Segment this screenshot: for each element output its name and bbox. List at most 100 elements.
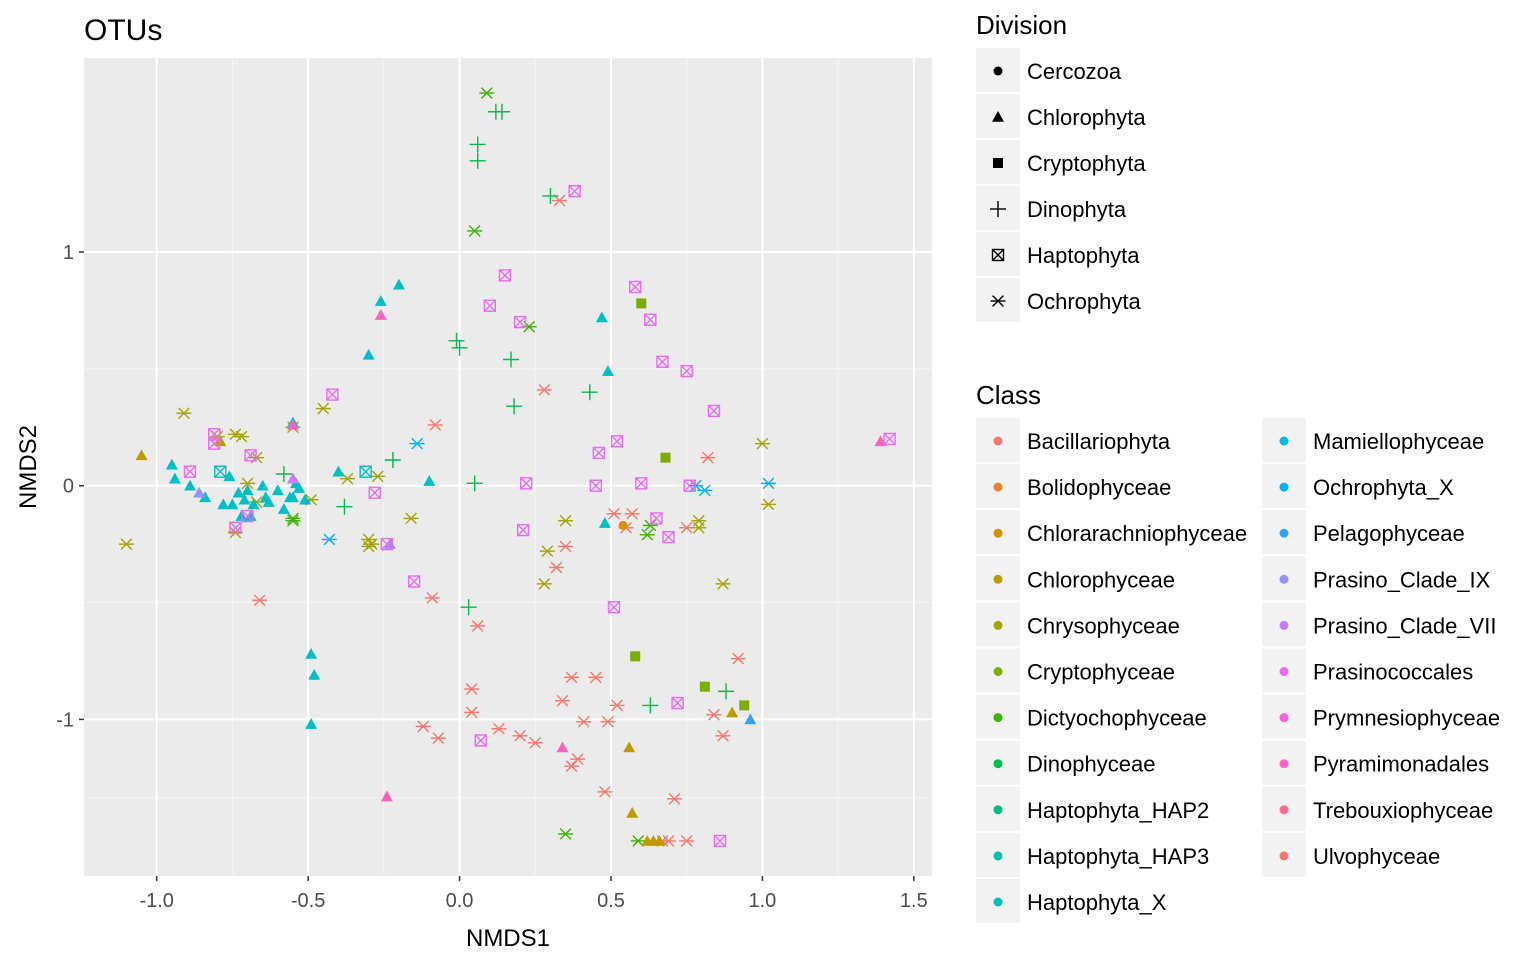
legend-key-dot-icon	[1279, 759, 1289, 769]
data-point	[555, 694, 571, 707]
data-points	[118, 87, 896, 848]
data-point	[227, 428, 243, 441]
legend-key-dot-icon	[993, 851, 1003, 861]
data-point	[556, 741, 569, 753]
data-point	[293, 482, 306, 493]
data-point	[730, 652, 746, 665]
legend-class-label: Bacillariophyta	[1027, 429, 1171, 454]
data-point	[558, 514, 574, 527]
data-point	[739, 700, 750, 711]
data-point	[609, 699, 625, 712]
data-point	[241, 509, 254, 523]
data-point	[662, 530, 675, 544]
data-point	[715, 577, 731, 590]
data-point	[168, 472, 181, 484]
y-axis-label: NMDS2	[15, 425, 42, 509]
data-point	[760, 498, 776, 511]
data-point	[165, 458, 178, 470]
data-point	[513, 315, 527, 329]
legend-class-label: Cryptophyceae	[1027, 660, 1175, 685]
data-point	[506, 398, 523, 415]
data-point	[630, 651, 641, 662]
chart-title: OTUs	[84, 14, 162, 47]
legend-key-dot-icon	[1279, 574, 1289, 584]
data-point	[238, 493, 251, 505]
data-point	[214, 465, 227, 478]
data-point	[359, 465, 372, 478]
legend-class-label: Prymnesiophyceae	[1313, 706, 1500, 731]
data-point	[650, 512, 663, 525]
data-point	[321, 533, 337, 546]
data-point	[448, 332, 465, 349]
data-point	[589, 479, 603, 492]
legend-class: Bacillariophyta Bolidophyceae Chlorarachni…	[976, 418, 1500, 923]
legend-key-dot-icon	[993, 713, 1003, 723]
data-point	[469, 136, 486, 153]
data-point	[700, 451, 716, 464]
legend-division-label: Ochrophyta	[1027, 289, 1141, 314]
data-point	[118, 538, 134, 551]
x-axis-ticks: -1.0 -0.5 0.0 0.5 1.0 1.5	[139, 876, 928, 912]
data-point	[527, 736, 543, 749]
data-point	[339, 472, 355, 485]
legend-division-title: Division	[976, 10, 1067, 40]
data-point	[233, 430, 249, 443]
data-point	[374, 309, 387, 320]
data-point	[610, 435, 624, 448]
data-point	[135, 449, 148, 461]
data-point	[718, 683, 735, 700]
legend-class-label: Ulvophyceae	[1313, 844, 1440, 869]
data-point	[299, 493, 312, 505]
data-point	[208, 437, 221, 450]
data-point	[642, 697, 659, 714]
legend-division-label: Dinophyta	[1027, 197, 1127, 222]
data-point	[699, 681, 710, 692]
legend-key-dot-icon	[993, 574, 1003, 584]
data-point	[362, 348, 375, 360]
data-point	[606, 507, 622, 520]
data-point	[588, 671, 604, 684]
legend-class-label: Trebouxiophyceae	[1313, 798, 1493, 823]
data-point	[466, 475, 483, 492]
data-point	[380, 537, 394, 551]
data-point	[460, 599, 477, 616]
legend-class-label: Haptophyta_X	[1027, 890, 1167, 915]
legend-class-label: Mamiellophyceae	[1313, 429, 1484, 454]
legend-key-plus-icon	[990, 201, 1006, 217]
data-point	[464, 683, 480, 695]
data-point	[464, 706, 480, 719]
data-point	[368, 486, 381, 499]
data-point	[409, 437, 425, 450]
data-point	[607, 601, 621, 614]
data-point	[536, 577, 552, 590]
data-point	[760, 477, 776, 490]
x-tick-label: -1.0	[139, 890, 173, 912]
legend-key-dot-icon	[1279, 436, 1289, 446]
legend-class-label: Prasino_Clade_VII	[1313, 613, 1496, 638]
legend-key-dot-icon	[1279, 667, 1289, 676]
data-point	[286, 418, 299, 430]
legend-division: Cercozoa Chlorophyta Cryptophyta Dinophyta H…	[976, 48, 1146, 322]
data-point	[498, 269, 512, 282]
data-point	[598, 517, 611, 528]
legend-key	[976, 278, 1020, 322]
y-axis-ticks: -1 0 1	[56, 242, 84, 731]
data-point	[707, 404, 721, 418]
data-point	[384, 451, 401, 468]
data-point	[680, 364, 693, 378]
legend-class-label: Prasinococcales	[1313, 660, 1473, 685]
data-point	[415, 720, 431, 733]
data-point	[370, 470, 386, 483]
legend-key-dot-icon	[1279, 482, 1289, 492]
data-point	[539, 545, 555, 558]
data-point	[667, 792, 683, 805]
data-point	[656, 355, 669, 369]
legend-key-dot-icon	[1279, 620, 1289, 630]
legend-division-label: Haptophyta	[1027, 243, 1140, 268]
data-point	[660, 452, 671, 463]
data-point	[285, 514, 301, 527]
data-point	[653, 834, 666, 846]
data-point	[332, 465, 345, 477]
data-point	[252, 594, 268, 607]
data-point	[240, 477, 256, 490]
